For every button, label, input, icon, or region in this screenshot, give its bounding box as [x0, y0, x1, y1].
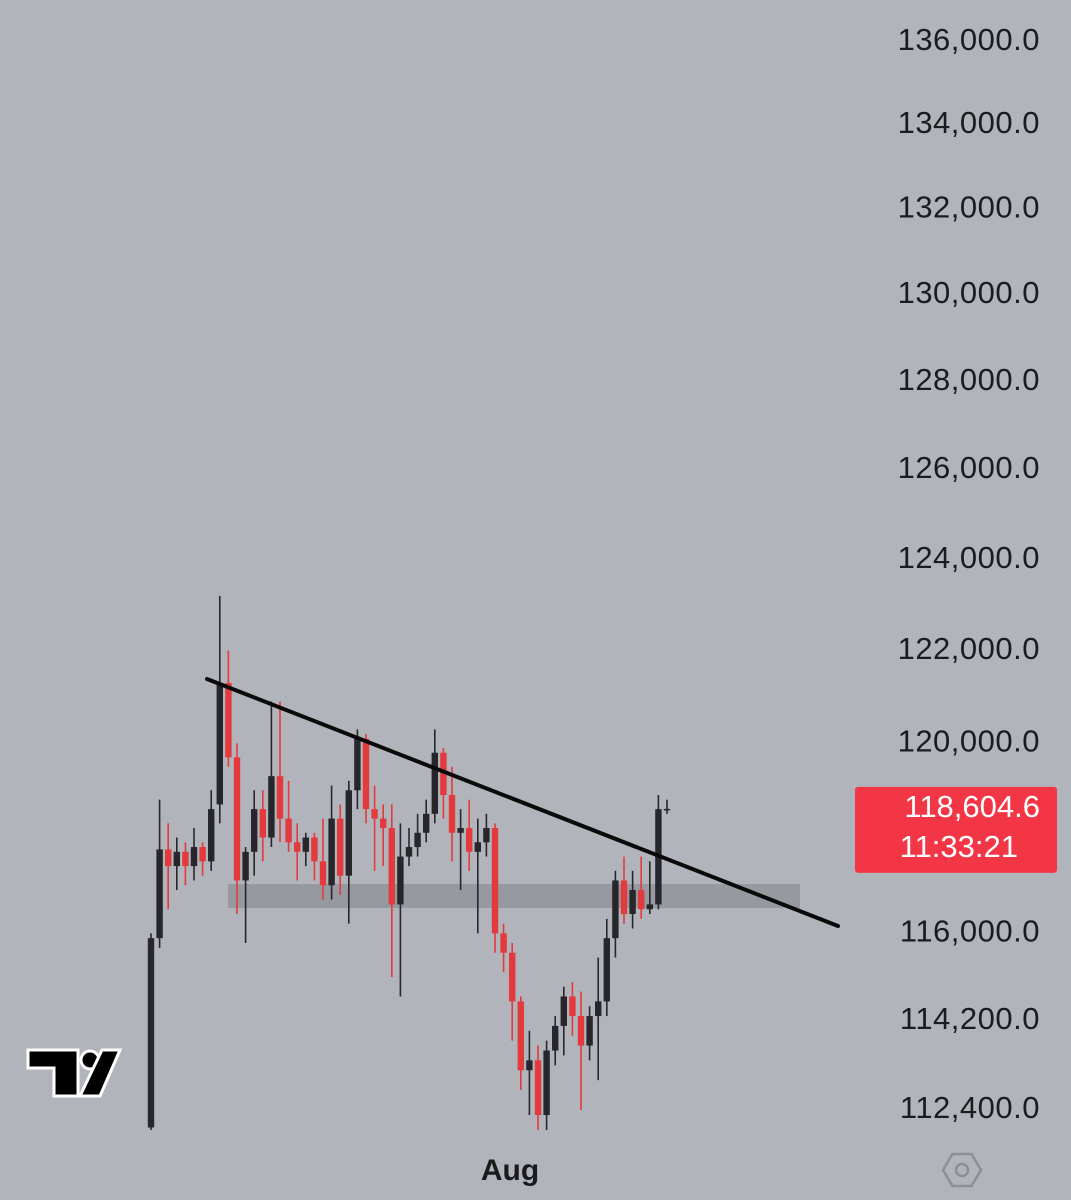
candle-body — [182, 851, 189, 867]
y-tick-label: 124,000.0 — [898, 540, 1040, 575]
candle-body — [311, 837, 318, 862]
y-tick-label: 136,000.0 — [898, 22, 1040, 57]
candle-body — [388, 828, 395, 905]
candle-body — [371, 809, 378, 819]
candle-body — [414, 832, 421, 848]
candle-body — [586, 1016, 593, 1046]
y-tick-label: 126,000.0 — [898, 450, 1040, 485]
logo — [26, 1048, 123, 1098]
candle-body — [534, 1060, 542, 1115]
candle-body — [397, 856, 404, 905]
candle-body — [147, 938, 155, 1128]
candle-body — [646, 904, 653, 910]
candle-body — [294, 842, 301, 852]
candle-body — [603, 938, 610, 1002]
candle-body — [380, 818, 387, 829]
candle-body — [216, 682, 223, 805]
time-label: Aug — [481, 1154, 539, 1187]
candle-body — [629, 890, 636, 915]
price-axis: 136,000.0 134,000.0 132,000.0 130,000.0 128,… — [898, 22, 1071, 1125]
candle-body — [268, 776, 275, 838]
candle-body — [595, 1001, 602, 1017]
candle-body — [362, 738, 370, 810]
candle-body — [517, 1001, 524, 1071]
candle-body — [612, 880, 619, 939]
candle-body — [199, 847, 206, 862]
last-price-label: 118,604.6 — [904, 789, 1040, 824]
candle-body — [276, 776, 284, 819]
candle-body — [354, 738, 361, 791]
candle-body — [457, 828, 464, 833]
candle-body — [620, 880, 628, 915]
candle-body — [345, 790, 352, 876]
candle-body — [509, 952, 516, 1002]
candle-body — [285, 818, 292, 843]
y-tick-label: 134,000.0 — [898, 105, 1040, 140]
candle-body — [225, 682, 232, 758]
candle-body — [569, 996, 576, 1017]
countdown-label: 11:33:21 — [900, 829, 1018, 864]
candle-body — [251, 809, 258, 852]
candle-body — [663, 808, 671, 811]
y-tick-label: 112,400.0 — [900, 1090, 1040, 1125]
candle-body — [483, 828, 490, 843]
candle-body — [405, 847, 413, 857]
candle-body — [560, 996, 567, 1026]
candle-body — [233, 757, 241, 881]
candle-body — [190, 847, 198, 867]
candle-body — [431, 752, 438, 814]
candle-body — [337, 818, 344, 876]
candle-body — [165, 849, 172, 867]
candle-body — [577, 1016, 585, 1046]
candle-body — [543, 1050, 550, 1115]
candle-body — [319, 861, 327, 886]
y-tick-label: 130,000.0 — [898, 275, 1040, 310]
candle-body — [552, 1025, 559, 1051]
y-tick-label: 120,000.0 — [898, 724, 1040, 759]
candle-body — [259, 809, 266, 838]
candle-body — [500, 933, 507, 953]
candle-body — [208, 809, 215, 862]
y-tick-label: 122,000.0 — [898, 631, 1040, 666]
candle-body — [302, 837, 309, 852]
y-tick-label: 128,000.0 — [898, 362, 1040, 397]
candle-body — [156, 849, 163, 939]
candle-body — [440, 752, 447, 795]
y-tick-label: 132,000.0 — [898, 189, 1040, 224]
last-price-box — [855, 786, 1057, 873]
candle-body — [466, 828, 473, 852]
candle-body — [448, 794, 456, 833]
support-zone — [228, 884, 800, 908]
last-price-tag: 118,604.6 11:33:21 — [855, 786, 1057, 873]
trendline — [205, 677, 840, 928]
candles — [147, 595, 671, 1130]
candle-body — [526, 1060, 533, 1071]
settings-icon[interactable] — [941, 1152, 983, 1188]
candle-body — [328, 818, 335, 886]
candle-body — [173, 851, 180, 867]
candle-body — [242, 851, 249, 881]
candle-body — [474, 842, 481, 852]
candle-body — [423, 813, 430, 833]
y-tick-label: 114,200.0 — [900, 1001, 1040, 1036]
y-tick-label: 116,000.0 — [900, 914, 1040, 949]
candle-body — [491, 828, 499, 934]
candle-body — [638, 890, 645, 910]
